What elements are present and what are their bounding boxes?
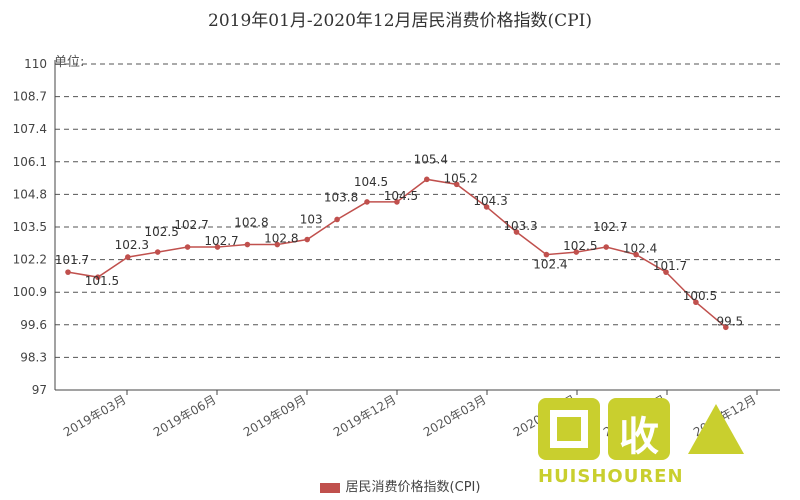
data-label: 102.4 — [623, 242, 657, 256]
data-labels: 101.7101.5102.3102.5102.7102.7102.8102.8… — [55, 152, 743, 328]
data-point — [453, 181, 460, 188]
data-label: 104.3 — [473, 194, 507, 208]
data-label: 102.8 — [234, 216, 268, 230]
x-tick-label: 2019年03月 — [61, 392, 128, 439]
data-label: 103.3 — [503, 219, 537, 233]
data-label: 101.7 — [653, 259, 687, 273]
watermark-logo: 收 HUISHOUREN — [538, 398, 744, 494]
y-tick-label: 100.9 — [13, 285, 47, 299]
data-label: 105.2 — [444, 171, 478, 185]
y-tick-label: 102.2 — [13, 253, 47, 267]
y-tick-label: 108.7 — [13, 90, 47, 104]
watermark-box-icon — [538, 398, 600, 460]
y-tick-labels: 110 108.7 107.4 106.1 104.8 103.5 102.2 100.9 99… — [13, 57, 47, 397]
data-point — [334, 216, 340, 223]
data-point — [693, 299, 699, 306]
data-label: 101.5 — [85, 274, 119, 288]
chart-title: 2019年01月-2020年12月居民消费价格指数(CPI) — [208, 11, 592, 31]
y-tick-label: 106.1 — [13, 155, 47, 169]
watermark-char-tile: 收 — [608, 398, 670, 460]
legend-swatch — [319, 482, 340, 493]
data-point — [513, 229, 520, 235]
data-label: 101.7 — [55, 253, 89, 267]
data-label: 104.5 — [354, 175, 388, 189]
y-tick-label: 110 — [24, 57, 47, 71]
watermark-char: 收 — [619, 414, 659, 460]
data-label: 103 — [300, 213, 323, 227]
unit-label: 单位: — [54, 55, 84, 70]
data-label: 102.5 — [563, 239, 597, 253]
data-point — [304, 236, 311, 243]
data-label: 102.7 — [593, 220, 627, 234]
y-tick-label: 99.6 — [20, 318, 47, 332]
data-point — [603, 244, 609, 250]
data-point — [483, 204, 490, 210]
y-tick-label: 103.5 — [13, 220, 47, 234]
grid-lines — [55, 63, 780, 358]
data-point — [125, 254, 131, 260]
y-tick-label: 104.8 — [13, 187, 47, 201]
data-point — [573, 249, 580, 255]
data-point — [723, 324, 729, 331]
data-point — [154, 249, 161, 255]
data-point — [184, 244, 191, 250]
data-label: 100.5 — [683, 289, 717, 303]
legend-label: 居民消费价格指数(CPI) — [345, 480, 481, 495]
data-label: 102.4 — [533, 258, 567, 272]
x-tick-label: 2019年12月 — [331, 392, 398, 439]
y-tick-label: 98.3 — [20, 350, 47, 364]
data-point — [663, 269, 669, 275]
y-tick-label: 107.4 — [13, 122, 47, 136]
data-label: 102.8 — [264, 232, 298, 246]
axes — [54, 60, 780, 391]
series-cpi — [65, 176, 729, 331]
data-label: 102.3 — [115, 238, 149, 252]
data-label: 102.7 — [204, 234, 238, 248]
data-point — [424, 176, 430, 183]
data-point — [364, 199, 370, 205]
x-tick-label: 2019年09月 — [241, 392, 308, 439]
legend: 居民消费价格指数(CPI) — [0, 476, 800, 495]
data-point — [274, 241, 281, 248]
data-label: 105.4 — [414, 152, 448, 166]
watermark-triangle-icon — [688, 404, 744, 454]
data-label: 104.5 — [384, 189, 418, 203]
x-tick-label: 2020年03月 — [421, 392, 488, 439]
data-point — [543, 251, 550, 258]
data-point — [244, 241, 251, 248]
x-tick-label: 2019年06月 — [151, 392, 218, 439]
data-point — [65, 269, 71, 275]
data-point — [214, 244, 221, 250]
data-label: 103.8 — [324, 190, 358, 204]
data-point — [394, 199, 400, 205]
data-point — [95, 274, 101, 280]
data-label: 102.7 — [174, 218, 208, 232]
data-point — [633, 251, 639, 258]
data-label: 99.5 — [716, 314, 743, 328]
data-label: 102.5 — [145, 225, 179, 239]
y-tick-label: 97 — [32, 383, 47, 397]
watermark-text: HUISHOUREN — [538, 466, 684, 487]
